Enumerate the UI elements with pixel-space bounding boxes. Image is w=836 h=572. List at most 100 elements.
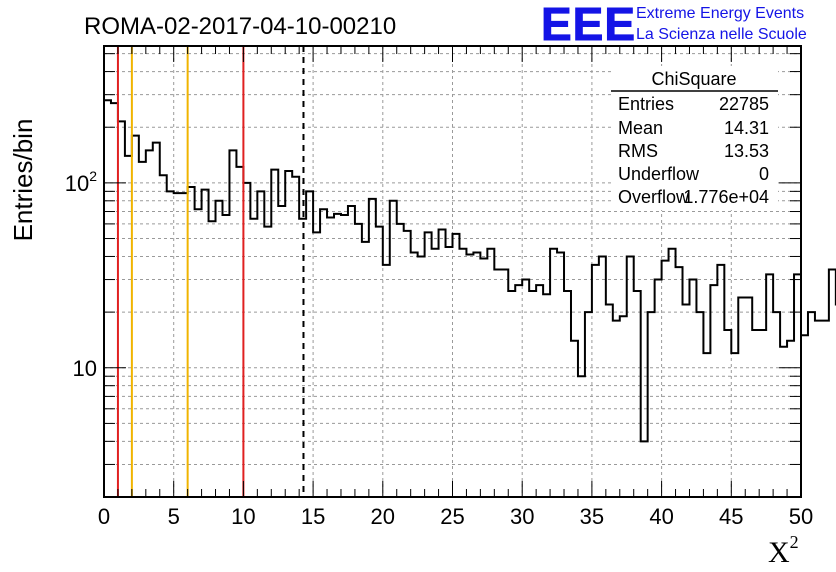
histogram-bin (313, 232, 320, 497)
histogram-bin (669, 249, 676, 497)
histogram-bin (376, 227, 383, 497)
histogram-bin (480, 258, 487, 497)
histogram-bin (257, 191, 264, 497)
histogram-bin (348, 206, 355, 497)
histogram-bin (146, 150, 153, 497)
chart-title: ROMA-02-2017-04-10-00210 (84, 13, 396, 40)
histogram-bin (209, 221, 216, 497)
histogram-bin (167, 191, 174, 497)
histogram-bin (453, 234, 460, 497)
stats-box: ChiSquare Entries 22785 Mean 14.31 RMS 1… (611, 66, 778, 210)
histogram-bin (703, 353, 710, 497)
stats-value-entries: 22785 (719, 94, 769, 114)
histogram-bin (341, 215, 348, 497)
histogram-bin (752, 330, 759, 497)
histogram-bin (655, 280, 662, 497)
histogram-bin (243, 183, 250, 497)
histogram-bin (487, 249, 494, 497)
histogram-bin (236, 167, 243, 497)
eee-logo-icon: EEE (541, 0, 636, 50)
histogram-bin (738, 297, 745, 497)
y-tick-label: 10 (73, 356, 97, 381)
histogram-bin (801, 335, 808, 497)
histogram-bin (271, 170, 278, 497)
x-axis-label: X2 (768, 532, 799, 569)
logo-line-1: Extreme Energy Events (636, 5, 804, 22)
histogram-bin (404, 231, 411, 497)
histogram-bin (773, 312, 780, 497)
histogram-bin (425, 232, 432, 497)
y-tick-label-base: 10 (65, 171, 89, 196)
histogram-bin (292, 177, 299, 497)
histogram-bin (459, 249, 466, 497)
histogram-bin (174, 193, 181, 497)
stats-label-underflow: Underflow (618, 164, 700, 184)
histogram-bin (522, 280, 529, 497)
histogram-bin (592, 265, 599, 497)
histogram-bin (815, 321, 822, 497)
histogram-bin (327, 217, 334, 497)
histogram-bin (369, 199, 376, 497)
histogram-bin (620, 316, 627, 497)
histogram-bin (383, 265, 390, 497)
histogram-bin (627, 256, 634, 497)
x-tick-label: 15 (301, 504, 325, 529)
x-tick-label: 40 (649, 504, 673, 529)
histogram-bin (222, 215, 229, 497)
histogram-bin (648, 312, 655, 497)
histogram-bin (125, 156, 132, 497)
x-tick-label: 30 (510, 504, 534, 529)
histogram-bin (397, 224, 404, 497)
y-tick-label-base: 10 (73, 356, 97, 381)
histogram-bin (153, 143, 160, 497)
histogram-bin (111, 103, 118, 497)
histogram-bin (250, 219, 257, 497)
plot-frame (103, 45, 802, 498)
histogram-bin (139, 162, 146, 497)
histogram-bin (160, 175, 167, 497)
histogram-bin (355, 224, 362, 497)
histogram-bin (585, 312, 592, 497)
logo-line-2: La Scienza nelle Scuole (636, 26, 807, 43)
histogram-bin (501, 270, 508, 497)
histogram-bin (808, 312, 815, 497)
histogram-bin (571, 341, 578, 497)
histogram-bin (745, 297, 752, 497)
histogram-bin (613, 321, 620, 497)
histogram-bin (181, 193, 188, 497)
histogram-bin (515, 285, 522, 497)
histogram-bin (418, 256, 425, 497)
x-tick-label: 20 (371, 504, 395, 529)
histogram-bin (195, 209, 202, 497)
stats-value-mean: 14.31 (724, 118, 769, 138)
x-tick-label: 45 (719, 504, 743, 529)
histogram-bin (411, 253, 418, 497)
histogram-bin (529, 291, 536, 497)
histogram-bin (118, 121, 125, 497)
histogram-bin (229, 150, 236, 497)
x-tick-label: 10 (231, 504, 255, 529)
x-tick-label: 50 (789, 504, 813, 529)
histogram-bin (306, 191, 313, 497)
histogram-bin (766, 274, 773, 497)
histogram-bin (780, 347, 787, 497)
vertical-lines-layer (116, 46, 305, 497)
stats-value-rms: 13.53 (724, 141, 769, 161)
stats-label-rms: RMS (618, 141, 658, 161)
histogram-bin (710, 285, 717, 497)
histogram-bin (362, 242, 369, 497)
histogram-bin (717, 265, 724, 497)
histogram-bin (104, 100, 111, 497)
histogram-bin (432, 249, 439, 497)
histogram-bin (446, 247, 453, 497)
histogram-bin (696, 312, 703, 497)
axes-layer (103, 45, 802, 498)
stats-value-underflow: 0 (759, 164, 769, 184)
histogram-bin (473, 253, 480, 497)
histogram-bin (676, 267, 683, 497)
stats-title: ChiSquare (651, 69, 736, 89)
histogram-bin (466, 254, 473, 497)
histogram-bin (536, 285, 543, 497)
